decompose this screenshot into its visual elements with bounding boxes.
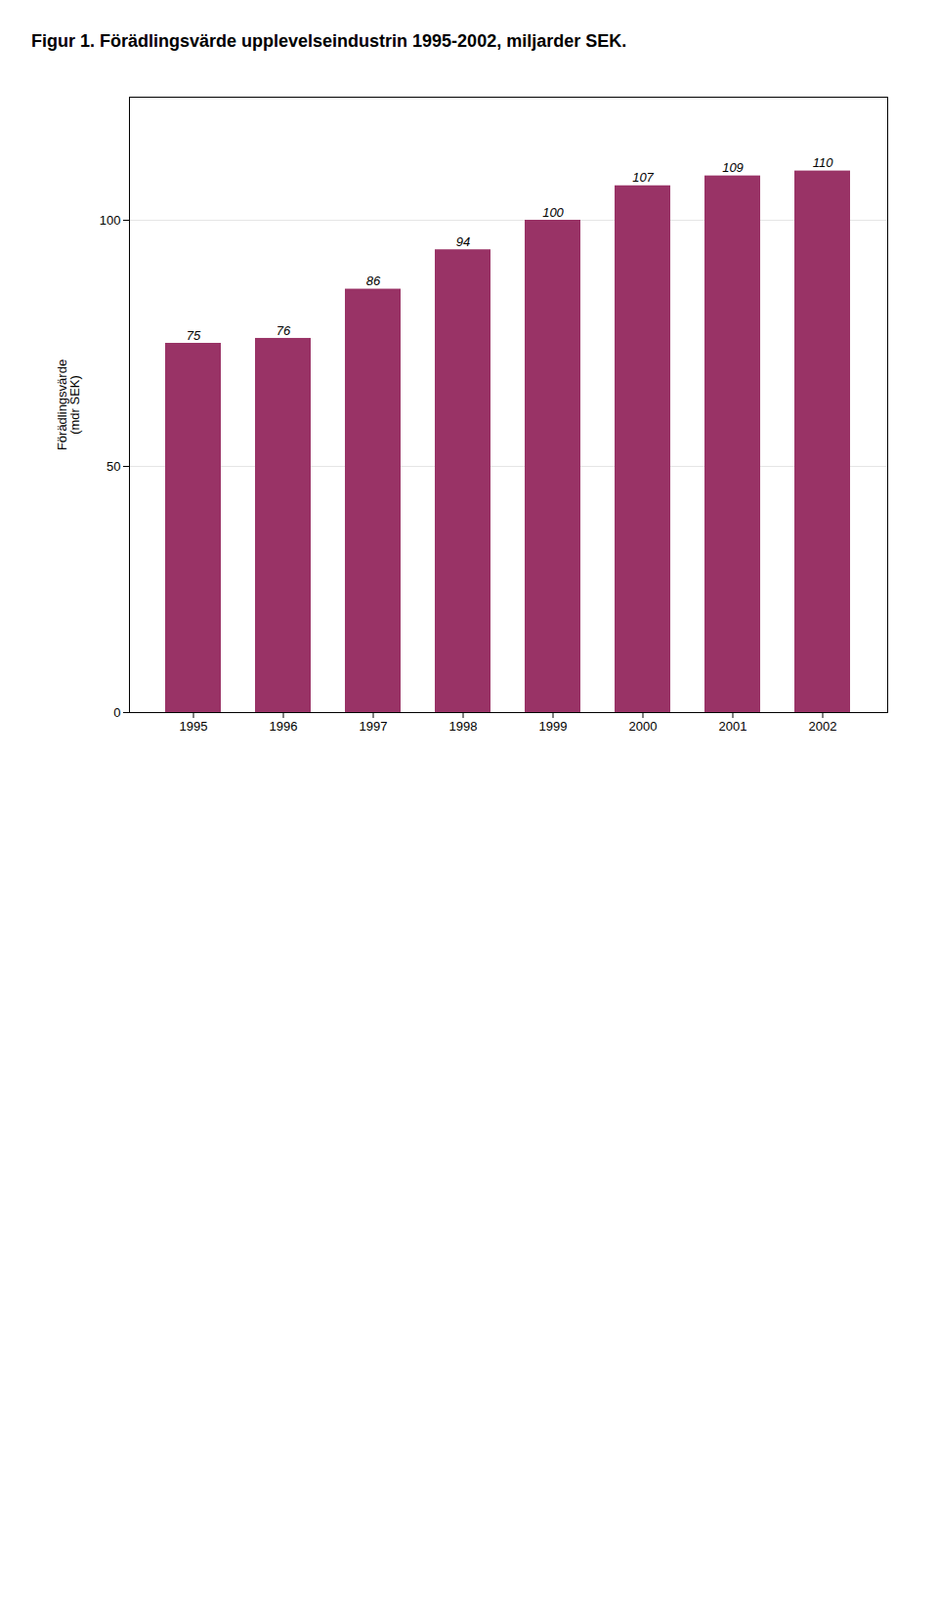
svg-text:100: 100 xyxy=(99,213,122,228)
svg-text:1997: 1997 xyxy=(359,719,388,734)
svg-text:0: 0 xyxy=(113,705,121,721)
svg-text:100: 100 xyxy=(542,205,564,220)
svg-text:86: 86 xyxy=(366,273,382,289)
html-text:Figur 1. Förädlingsvärde upple: Figur 1. Förädlingsvärde upplevelseindus… xyxy=(31,31,627,51)
svg-text:Förädlingsvärde(mdr SEK): Förädlingsvärde(mdr SEK) xyxy=(54,359,83,451)
svg-text:2000: 2000 xyxy=(629,719,658,734)
svg-text:2002: 2002 xyxy=(809,719,838,734)
svg-text:1999: 1999 xyxy=(539,719,568,734)
svg-text:75: 75 xyxy=(186,328,202,343)
svg-text:107: 107 xyxy=(632,170,654,185)
svg-text:109: 109 xyxy=(722,160,744,175)
svg-text:1996: 1996 xyxy=(269,719,299,734)
svg-text:1995: 1995 xyxy=(179,719,209,734)
svg-text:50: 50 xyxy=(106,459,121,474)
svg-text:1998: 1998 xyxy=(449,719,478,734)
svg-text:110: 110 xyxy=(812,155,834,171)
svg-text:94: 94 xyxy=(456,234,470,250)
svg-text:2001: 2001 xyxy=(719,719,748,734)
svg-text:76: 76 xyxy=(276,323,292,339)
